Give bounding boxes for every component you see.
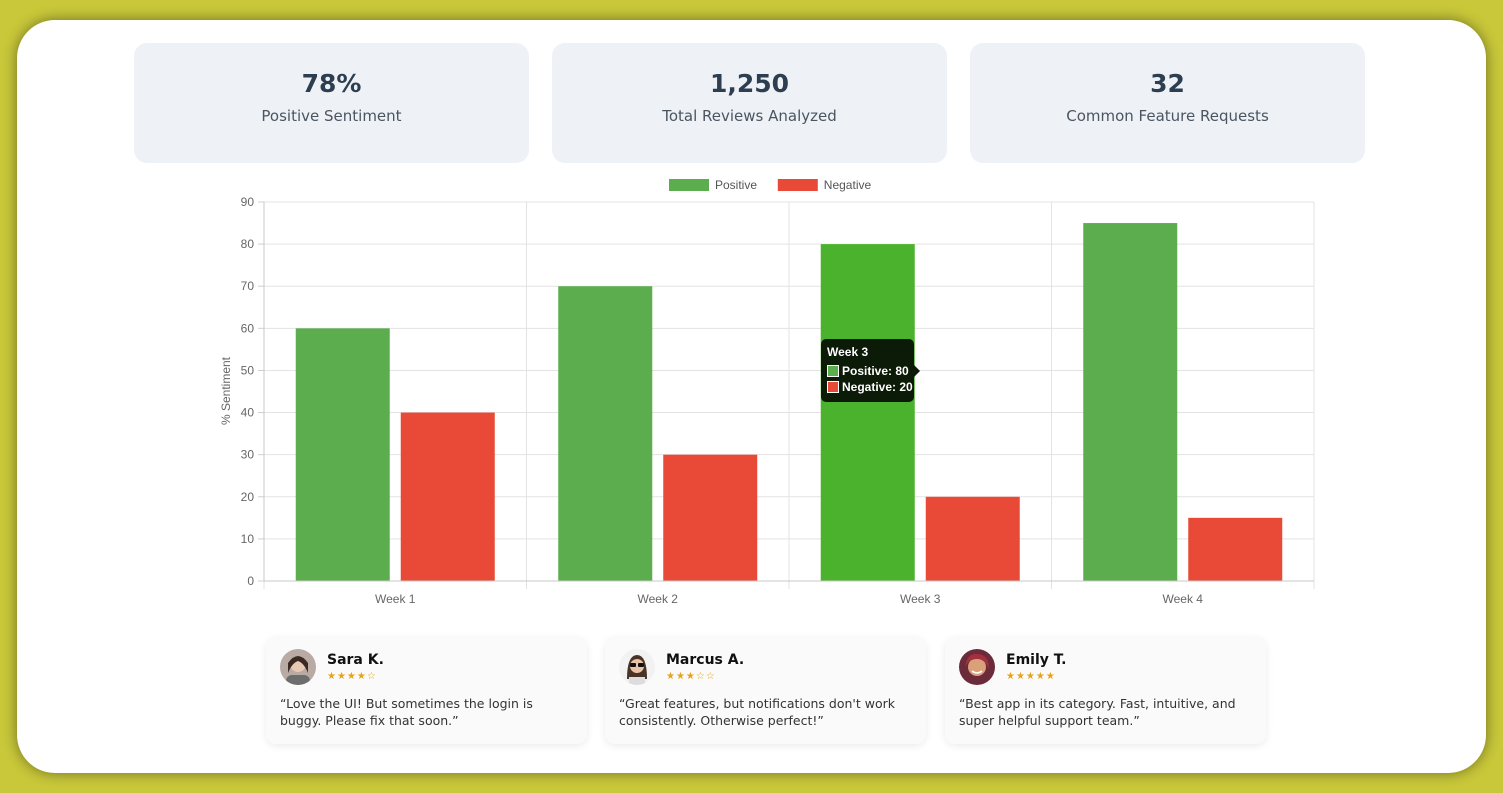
tooltip-row-positive: Positive: 80 [827,364,909,378]
x-tick-label: Week 2 [638,592,679,606]
review-card: Sara K. ★★★★☆ “Love the UI! But sometime… [266,637,587,744]
y-tick-label: 60 [241,321,255,335]
bar-positive-week-1 [295,328,390,581]
legend-label-positive: Positive [715,178,757,192]
y-tick-label: 90 [241,195,255,209]
review-card: Emily T. ★★★★★ “Best app in its category… [945,637,1266,744]
reviewer-name: Emily T. [1006,652,1067,668]
review-card: Marcus A. ★★★☆☆ “Great features, but not… [605,637,926,744]
y-tick-label: 10 [241,532,255,546]
tooltip-row-negative: Negative: 20 [827,380,913,394]
stat-label: Total Reviews Analyzed [662,107,837,125]
tooltip-swatch-positive [827,365,839,377]
stat-card-positive: 78% Positive Sentiment [134,43,529,163]
bar-negative-week-4 [1188,517,1283,581]
y-tick-label: 50 [241,363,255,377]
bar-negative-week-1 [400,412,495,581]
reviewer-name: Sara K. [327,652,384,668]
legend-swatch-positive [669,179,709,191]
stat-value: 1,250 [709,69,790,98]
avatar [619,649,655,685]
chart-legend[interactable]: Positive Negative [669,178,871,192]
avatar [959,649,995,685]
y-tick-label: 70 [241,279,255,293]
star-rating: ★★★☆☆ [666,671,716,682]
bar-negative-week-2 [663,454,758,581]
bar-positive-week-4 [1083,223,1178,582]
review-text: “Best app in its category. Fast, intuiti… [959,696,1236,728]
x-tick-label: Week 4 [1163,592,1204,606]
bar-positive-week-3 [820,244,915,581]
bar-positive-week-2 [558,286,653,581]
x-tick-label: Week 3 [900,592,941,606]
x-tick-label: Week 1 [375,592,416,606]
y-axis-label: % Sentiment [219,356,233,425]
tooltip-positive-value: Positive: 80 [842,364,909,378]
tooltip-swatch-negative [827,381,839,393]
y-tick-label: 0 [247,574,254,588]
star-rating: ★★★★☆ [327,671,377,682]
stat-value: 78% [301,69,362,98]
y-tick-label: 20 [241,490,255,504]
review-text: “Great features, but notifications don't… [619,696,895,728]
y-tick-label: 80 [241,237,255,251]
stat-label: Common Feature Requests [1066,107,1269,125]
review-text: “Love the UI! But sometimes the login is… [280,696,533,728]
tooltip-negative-value: Negative: 20 [842,380,913,394]
stat-label: Positive Sentiment [261,107,402,125]
legend-label-negative: Negative [824,178,872,192]
stat-card-total-reviews: 1,250 Total Reviews Analyzed [552,43,947,163]
star-rating: ★★★★★ [1006,671,1056,682]
avatar [280,649,316,685]
stat-value: 32 [1150,69,1185,98]
y-tick-label: 40 [241,406,255,420]
y-tick-label: 30 [241,448,255,462]
chart-bars [295,223,1283,582]
chart-tooltip: Week 3 Positive: 80 Negative: 20 [821,339,920,402]
bar-negative-week-3 [925,496,1020,581]
legend-swatch-negative [777,179,818,191]
stat-card-feature-requests: 32 Common Feature Requests [970,43,1365,163]
reviewer-name: Marcus A. [666,652,745,668]
tooltip-title: Week 3 [827,345,869,359]
